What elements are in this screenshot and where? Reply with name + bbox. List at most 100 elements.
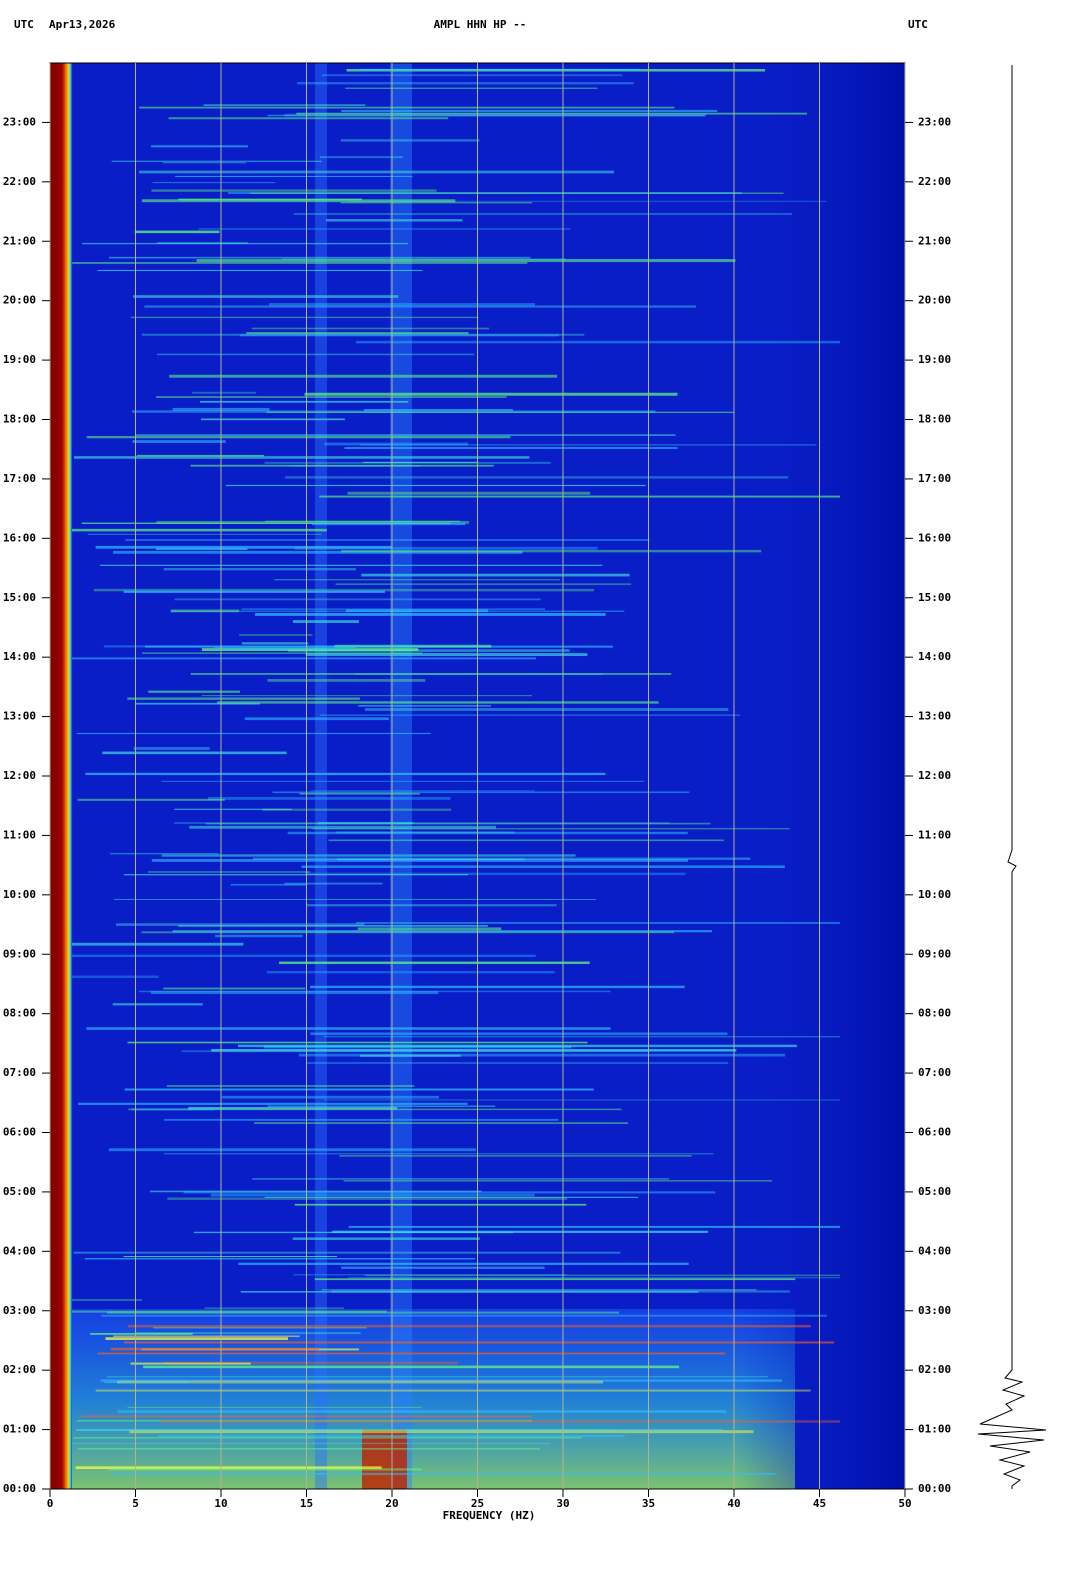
- streak: [341, 549, 762, 553]
- streak: [141, 199, 456, 203]
- streak: [124, 1088, 594, 1091]
- streak: [123, 590, 385, 593]
- x-tick-label: 5: [132, 1497, 139, 1510]
- y-tick-label-left: 12:00: [3, 769, 36, 782]
- streak: [268, 303, 535, 306]
- streak: [213, 646, 356, 650]
- streak: [305, 653, 588, 657]
- streak: [174, 808, 292, 810]
- streak: [130, 1362, 251, 1365]
- streak: [239, 334, 559, 337]
- streak: [251, 327, 490, 330]
- streak: [144, 305, 697, 308]
- streak: [264, 461, 551, 464]
- streak: [310, 790, 535, 792]
- streak: [344, 447, 678, 449]
- streak: [198, 228, 571, 230]
- streak: [101, 1314, 827, 1317]
- x-tick-label: 20: [385, 1497, 398, 1510]
- streak: [112, 550, 523, 554]
- streak: [70, 528, 327, 532]
- streak: [76, 1429, 723, 1432]
- y-tick-label-left: 11:00: [3, 828, 36, 841]
- streak: [347, 491, 591, 495]
- y-tick-label-right: 20:00: [918, 294, 951, 307]
- streak: [246, 332, 469, 335]
- streak: [296, 112, 808, 115]
- streak: [341, 109, 718, 113]
- streak: [287, 649, 570, 652]
- streak: [74, 456, 530, 459]
- streak: [360, 444, 817, 446]
- streak: [127, 1041, 588, 1044]
- streak: [82, 242, 408, 245]
- x-tick-label: 50: [898, 1497, 911, 1510]
- streak: [113, 1335, 300, 1337]
- streak: [109, 1468, 422, 1471]
- streak: [71, 1310, 387, 1313]
- streak: [178, 925, 488, 927]
- streak: [345, 87, 598, 89]
- streak: [339, 1155, 692, 1157]
- y-tick-label-left: 23:00: [3, 115, 36, 128]
- streak: [133, 747, 210, 750]
- streak: [69, 1442, 551, 1445]
- streak: [320, 714, 740, 716]
- band-20hz: [362, 1429, 407, 1489]
- y-tick-label-left: 14:00: [3, 650, 36, 663]
- y-tick-label-left: 03:00: [3, 1304, 36, 1317]
- high-freq-fade: [740, 63, 905, 1489]
- streak: [114, 898, 597, 900]
- y-tick-label-right: 08:00: [918, 1007, 951, 1020]
- streak: [112, 1472, 776, 1476]
- streak: [163, 568, 356, 571]
- vertical-band: [390, 63, 412, 1489]
- streak: [252, 1178, 670, 1180]
- streak: [294, 546, 598, 550]
- streak: [153, 1326, 367, 1329]
- low-freq-band: [50, 63, 72, 1489]
- streak: [323, 1036, 840, 1038]
- y-tick-label-left: 10:00: [3, 888, 36, 901]
- streak: [167, 1197, 568, 1200]
- streak: [266, 970, 555, 974]
- streak: [285, 476, 789, 479]
- streak: [364, 708, 729, 711]
- streak: [73, 1251, 621, 1254]
- streak: [131, 410, 656, 413]
- streak: [340, 202, 533, 204]
- y-tick-label-right: 17:00: [918, 472, 951, 485]
- streak: [156, 396, 507, 398]
- streak: [143, 1365, 680, 1369]
- streak: [86, 436, 511, 439]
- y-tick-label-left: 08:00: [3, 1007, 36, 1020]
- streak: [158, 1435, 625, 1438]
- streak: [164, 1153, 714, 1155]
- streak: [240, 1291, 699, 1293]
- streak: [97, 1352, 726, 1355]
- streak: [336, 858, 525, 861]
- streak: [148, 690, 240, 693]
- streak: [267, 678, 426, 682]
- y-tick-label-right: 04:00: [918, 1244, 951, 1257]
- streak: [149, 1190, 482, 1193]
- streak: [73, 1437, 582, 1439]
- x-tick-label: 0: [47, 1497, 54, 1510]
- streak: [67, 954, 536, 957]
- streak: [136, 454, 265, 457]
- y-tick-label-left: 22:00: [3, 175, 36, 188]
- streak: [238, 1044, 797, 1048]
- y-tick-label-left: 20:00: [3, 294, 36, 307]
- streak: [193, 1231, 514, 1234]
- streak: [348, 1277, 840, 1279]
- streak: [214, 934, 303, 938]
- streak: [324, 1099, 840, 1101]
- streak: [85, 772, 606, 776]
- streak: [297, 82, 634, 85]
- streak: [310, 1032, 728, 1036]
- y-tick-label-right: 10:00: [918, 888, 951, 901]
- streak: [139, 990, 611, 993]
- streak: [364, 409, 513, 412]
- streak: [361, 573, 630, 577]
